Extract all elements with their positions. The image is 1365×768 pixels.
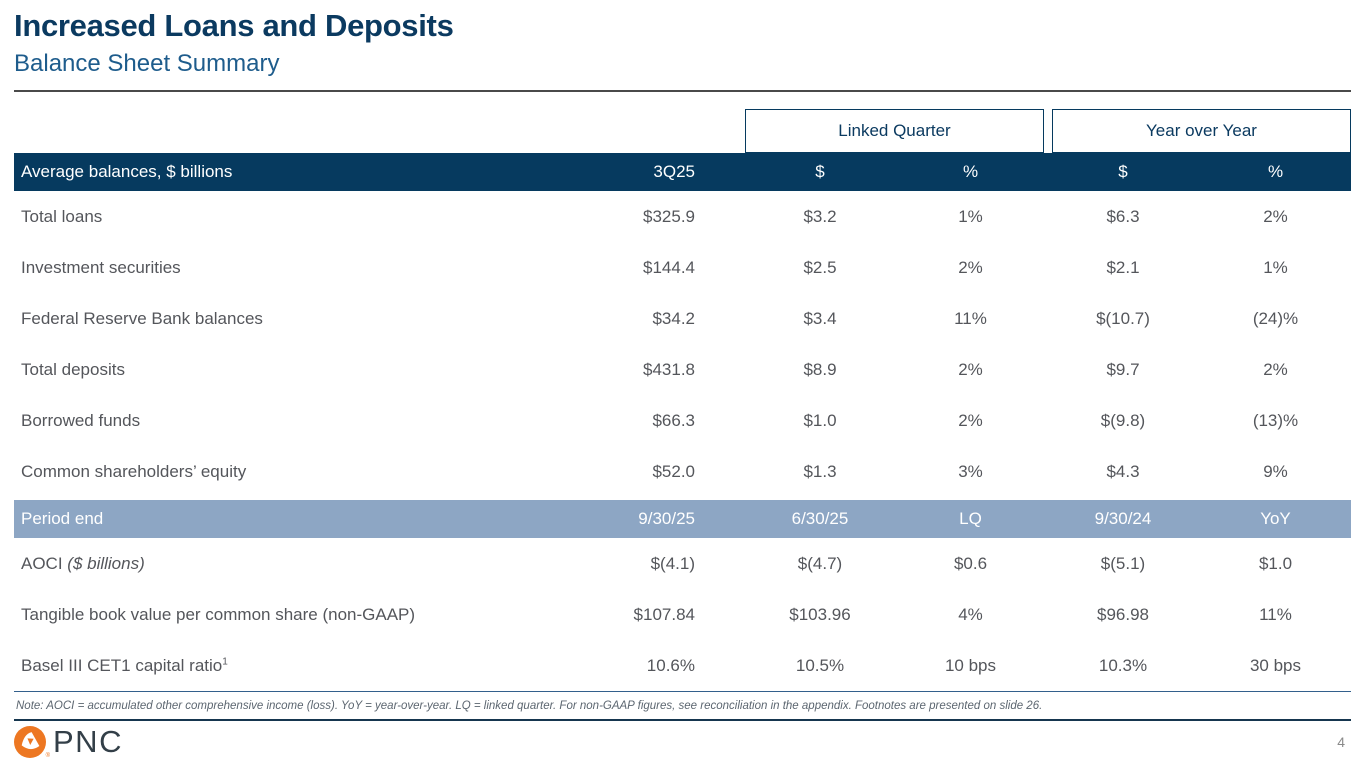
pnc-logo-icon: ® <box>14 726 50 759</box>
table-cell: $2.5 <box>803 257 837 277</box>
table-cell: 6/30/25 <box>791 509 849 529</box>
table-cell: 10.5% <box>795 655 845 675</box>
title-divider <box>14 90 1351 93</box>
table-header-row: Average balances, $ billions 3Q25 $ % $ … <box>14 153 1351 192</box>
slide-footer: ® PNC 4 <box>14 716 1351 768</box>
page-number: 4 <box>1337 734 1345 750</box>
footnote-band: Note: AOCI = accumulated other comprehen… <box>14 691 1351 722</box>
table-cell: $6.3 <box>1106 206 1140 226</box>
footnote-text: Note: AOCI = accumulated other comprehen… <box>16 700 1043 713</box>
table-cell: $4.3 <box>1106 461 1140 481</box>
table-cell: (24)% <box>1252 308 1299 328</box>
table-cell: $325.9 <box>643 206 695 226</box>
row-label: Common shareholders’ equity <box>21 461 247 481</box>
table-cell: $9.7 <box>1106 359 1140 379</box>
group-header-gap <box>1044 109 1052 153</box>
table-cell: 2% <box>958 410 983 430</box>
table-cell: 11% <box>954 308 987 328</box>
period-end-row: Period end 9/30/25 6/30/25 LQ 9/30/24 YoY <box>14 500 1351 539</box>
row-label: Investment securities <box>21 257 181 277</box>
column-group-headers: Linked Quarter Year over Year <box>14 109 1351 154</box>
table-cell: 1% <box>958 206 983 226</box>
column-header-yoy-percent: % <box>1267 162 1284 182</box>
table-cell: 2% <box>1263 206 1288 226</box>
row-label: Tangible book value per common share (no… <box>21 604 416 624</box>
table-cell: 2% <box>958 257 983 277</box>
table-cell: $52.0 <box>652 461 695 481</box>
table-row: AOCI ($ billions) $(4.1) $(4.7) $0.6 $(5.1) $… <box>14 538 1351 589</box>
registered-trademark: ® <box>45 753 50 759</box>
table-cell: 2% <box>1263 359 1288 379</box>
table-row: Total deposits $431.8 $8.9 2% $9.7 2% <box>14 344 1351 395</box>
table-row: Investment securities $144.4 $2.5 2% $2.1 1% <box>14 242 1351 293</box>
table-cell: $34.2 <box>652 308 695 328</box>
column-header-lq-dollar: $ <box>815 162 825 182</box>
group-header-linked-quarter: Linked Quarter <box>745 109 1044 154</box>
table-row: Borrowed funds $66.3 $1.0 2% $(9.8) (13)% <box>14 395 1351 446</box>
table-cell: 10.6% <box>646 655 695 675</box>
table-cell: $66.3 <box>652 410 695 430</box>
table-cell: 9/30/25 <box>638 509 695 529</box>
table-row: Basel III CET1 capital ratio1 10.6% 10.5% 1… <box>14 640 1351 691</box>
table-cell: YoY <box>1260 509 1291 529</box>
table-cell: $431.8 <box>643 359 695 379</box>
table-row: Common shareholders’ equity $52.0 $1.3 3% $4… <box>14 446 1351 497</box>
row-label: Basel III CET1 capital ratio1 <box>21 655 228 675</box>
table-cell: $8.9 <box>803 359 837 379</box>
column-header-yoy-dollar: $ <box>1118 162 1128 182</box>
table-cell: $3.2 <box>803 206 837 226</box>
table-cell: $(9.8) <box>1100 410 1146 430</box>
row-label: AOCI ($ billions) <box>21 553 145 573</box>
table-cell: $1.0 <box>1258 553 1293 573</box>
row-label: Total loans <box>21 206 103 226</box>
table-cell: $1.0 <box>803 410 837 430</box>
page-title: Increased Loans and Deposits <box>14 8 454 43</box>
table-cell: 10 bps <box>944 655 997 675</box>
table-row: Federal Reserve Bank balances $34.2 $3.4 11… <box>14 293 1351 344</box>
table-body: Total loans $325.9 $3.2 1% $6.3 2% Investment … <box>14 191 1351 691</box>
table-row: Tangible book value per common share (no… <box>14 589 1351 640</box>
table-row: Total loans $325.9 $3.2 1% $6.3 2% <box>14 191 1351 242</box>
pnc-logo: ® PNC <box>14 724 123 760</box>
table-cell: (13)% <box>1252 410 1299 430</box>
pnc-logo-text: PNC <box>53 724 123 759</box>
row-label: Borrowed funds <box>21 410 141 430</box>
column-header-3q25: 3Q25 <box>653 162 695 182</box>
table-cell: 4% <box>958 604 983 624</box>
table-cell: 11% <box>1259 604 1292 624</box>
row-label: Federal Reserve Bank balances <box>21 308 263 328</box>
row-label: Period end <box>21 509 104 529</box>
table-cell: $(5.1) <box>1100 553 1146 573</box>
table-cell: $3.4 <box>803 308 837 328</box>
table-cell: $96.98 <box>1097 604 1149 624</box>
table-cell: 30 bps <box>1249 655 1302 675</box>
table-cell: $1.3 <box>803 461 837 481</box>
table-cell: $(4.7) <box>797 553 843 573</box>
group-header-year-over-year: Year over Year <box>1052 109 1351 154</box>
table-cell: 10.3% <box>1098 655 1148 675</box>
table-cell: $103.96 <box>789 604 851 624</box>
table-cell: $(4.1) <box>650 553 695 573</box>
page-subtitle: Balance Sheet Summary <box>14 49 280 77</box>
balance-sheet-table: Average balances, $ billions 3Q25 $ % $ … <box>14 153 1351 691</box>
row-label: Total deposits <box>21 359 125 379</box>
group-header-spacer <box>14 109 745 153</box>
table-cell: $0.6 <box>953 553 988 573</box>
table-cell: 9/30/24 <box>1094 509 1152 529</box>
table-cell: $144.4 <box>643 257 695 277</box>
table-cell: 3% <box>958 461 983 481</box>
table-header-label: Average balances, $ billions <box>21 162 233 182</box>
table-cell: $107.84 <box>633 604 695 624</box>
column-header-lq-percent: % <box>962 162 979 182</box>
table-cell: $2.1 <box>1106 257 1140 277</box>
table-cell: 9% <box>1263 461 1288 481</box>
table-cell: 1% <box>1263 257 1288 277</box>
table-cell: $(10.7) <box>1096 308 1150 328</box>
table-cell: 2% <box>958 359 983 379</box>
table-cell: LQ <box>959 509 982 529</box>
